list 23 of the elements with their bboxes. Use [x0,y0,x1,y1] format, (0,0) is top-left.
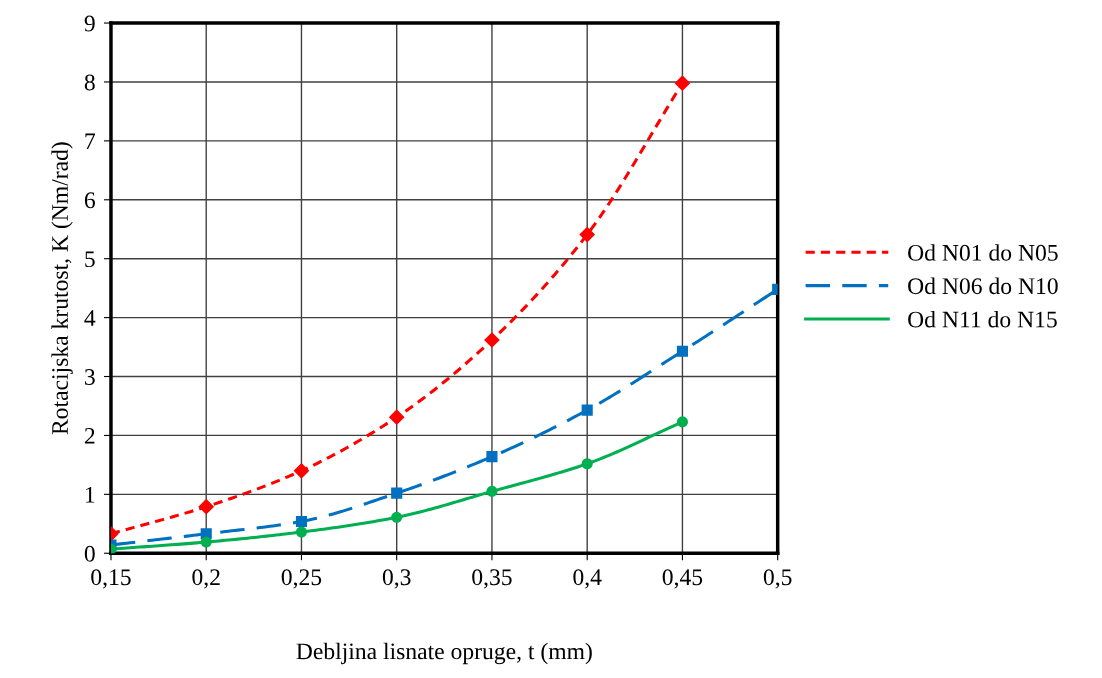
y-tick-label: 3 [85,369,95,385]
y-tick-label: 8 [84,74,95,91]
y-tick-label: 2 [84,427,95,444]
x-tick-label: 0,15 [91,569,131,589]
legend-label: Od N01 do N05 [908,244,1058,261]
y-tick-label: 7 [85,133,96,150]
y-tick-label: 4 [84,310,96,326]
x-tick-label: 0,25 [281,569,322,589]
legend-label: Od N06 do N10 [908,277,1058,295]
y-tick-label: 0 [84,545,95,562]
x-tick-label: 0,4 [573,569,602,589]
y-tick-label: 6 [84,192,95,209]
x-tick-label: 0,45 [662,569,703,589]
x-tick-label: 0,3 [382,569,411,589]
y-tick-label: 9 [84,15,95,32]
legend-label: Od N11 do N15 [908,310,1057,328]
y-tick-label: 5 [85,251,95,268]
y-tick-label: 1 [85,486,95,503]
x-axis-title: Debljina lisnate opruge, t (mm) [296,642,592,665]
x-tick-label: 0,2 [192,569,220,589]
y-axis-title: Rotacijska krutost, K (Nm/rad) [51,142,73,435]
x-tick-label: 0,5 [763,569,792,589]
x-tick-label: 0,35 [472,569,512,589]
